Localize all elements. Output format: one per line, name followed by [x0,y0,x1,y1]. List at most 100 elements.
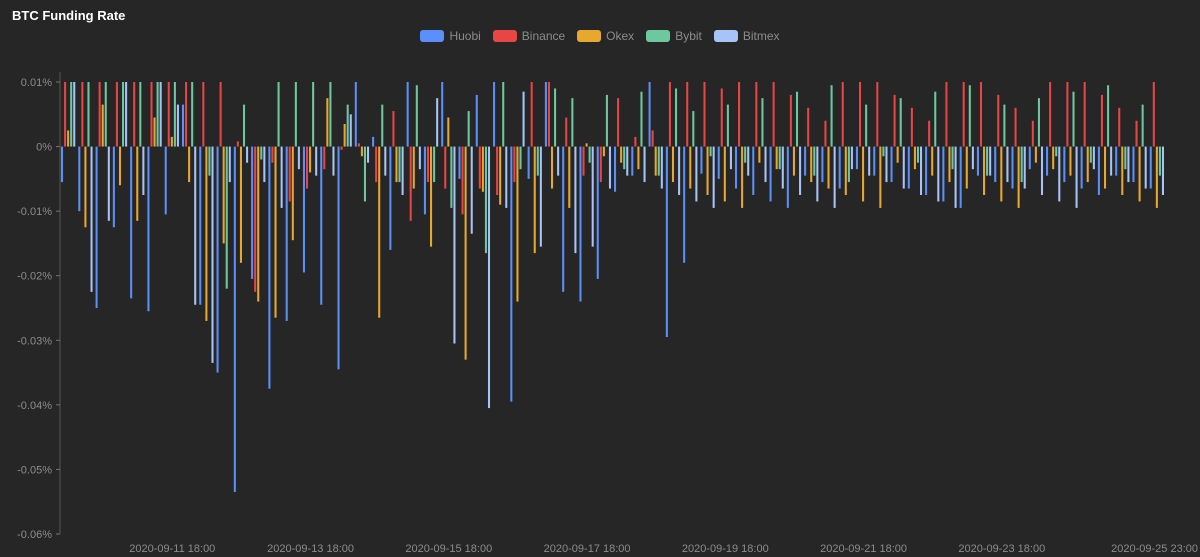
bar-binance[interactable] [323,146,326,170]
bar-bybit[interactable] [277,82,280,147]
bar-huobi[interactable] [527,146,530,179]
bar-bitmex[interactable] [211,146,214,363]
bar-bitmex[interactable] [176,104,179,147]
bar-okex[interactable] [309,146,312,173]
bar-okex[interactable] [136,146,139,221]
bar-okex[interactable] [671,146,675,183]
bar-okex[interactable] [516,146,519,302]
bar-okex[interactable] [654,146,657,176]
bar-binance[interactable] [841,82,844,147]
bar-binance[interactable] [945,82,948,147]
bar-huobi[interactable] [372,136,375,147]
bar-bitmex[interactable] [349,114,352,147]
bar-binance[interactable] [288,146,291,202]
bar-binance[interactable] [789,94,792,147]
bar-bitmex[interactable] [384,146,387,176]
bar-huobi[interactable] [493,82,496,147]
bar-okex[interactable] [343,123,346,147]
bar-binance[interactable] [115,82,118,147]
bar-bitmex[interactable] [1144,146,1147,189]
bar-bitmex[interactable] [1075,146,1078,208]
bar-huobi[interactable] [423,146,426,215]
bar-bitmex[interactable] [246,146,249,163]
bar-binance[interactable] [703,82,706,147]
bar-okex[interactable] [965,146,968,189]
bar-bybit[interactable] [640,91,643,147]
bar-binance[interactable] [167,82,170,147]
bar-bitmex[interactable] [764,146,767,183]
bar-binance[interactable] [807,107,810,147]
legend-item-binance[interactable]: Binance [492,29,565,43]
bar-okex[interactable] [689,146,692,189]
bar-binance[interactable] [547,82,550,147]
bar-huobi[interactable] [976,146,979,176]
bar-binance[interactable] [772,82,775,147]
bar-bitmex[interactable] [125,82,128,147]
bar-bybit[interactable] [294,82,297,147]
bar-huobi[interactable] [1132,146,1135,183]
bar-bybit[interactable] [450,146,453,208]
bar-huobi[interactable] [1028,146,1031,170]
bar-bybit[interactable] [346,104,349,147]
bar-binance[interactable] [496,146,499,195]
bar-huobi[interactable] [78,146,81,212]
bar-bitmex[interactable] [920,146,923,195]
bar-binance[interactable] [634,136,637,147]
bar-binance[interactable] [979,82,983,147]
bar-bitmex[interactable] [401,146,404,195]
bar-okex[interactable] [758,146,761,163]
bar-bybit[interactable] [502,82,505,147]
bar-bitmex[interactable] [194,146,197,305]
bar-huobi[interactable] [890,146,893,183]
bar-okex[interactable] [568,146,571,208]
bar-binance[interactable] [81,82,84,147]
bar-huobi[interactable] [907,146,910,189]
bar-bybit[interactable] [709,146,712,157]
bar-binance[interactable] [738,82,741,147]
bar-bybit[interactable] [916,146,920,163]
bar-bybit[interactable] [675,88,678,147]
bar-bitmex[interactable] [971,146,974,170]
bar-huobi[interactable] [1115,146,1118,176]
bar-okex[interactable] [706,146,709,195]
bar-okex[interactable] [464,146,467,360]
bar-okex[interactable] [931,146,934,176]
bar-binance[interactable] [599,146,602,183]
bar-bitmex[interactable] [747,146,750,176]
bar-okex[interactable] [913,146,916,170]
bar-bitmex[interactable] [297,146,300,170]
bar-huobi[interactable] [61,146,64,183]
bar-binance[interactable] [582,146,585,176]
bar-bitmex[interactable] [367,146,370,163]
bar-bitmex[interactable] [868,146,871,176]
bar-binance[interactable] [928,120,931,147]
bar-bitmex[interactable] [1006,146,1009,183]
bar-binance[interactable] [271,146,274,163]
bar-bitmex[interactable] [678,146,681,195]
bar-bitmex[interactable] [1023,146,1026,189]
bar-okex[interactable] [67,130,70,147]
bar-okex[interactable] [412,146,415,189]
bar-bybit[interactable] [951,146,954,170]
bar-bitmex[interactable] [833,146,836,208]
bar-okex[interactable] [1121,146,1124,195]
bar-huobi[interactable] [285,146,288,321]
bar-okex[interactable] [879,146,882,208]
bar-bybit[interactable] [415,85,418,147]
bar-okex[interactable] [447,117,450,147]
bar-binance[interactable] [340,146,343,150]
bar-okex[interactable] [239,146,242,263]
bar-bybit[interactable] [899,98,902,147]
bar-bybit[interactable] [260,146,263,160]
bar-bitmex[interactable] [522,91,525,147]
bar-bitmex[interactable] [1092,146,1095,170]
bar-bitmex[interactable] [263,146,266,183]
bar-bybit[interactable] [191,82,194,147]
bar-bitmex[interactable] [557,146,560,176]
bar-huobi[interactable] [216,146,219,373]
bar-binance[interactable] [668,82,671,147]
bar-bybit[interactable] [1141,104,1144,147]
bar-bybit[interactable] [830,85,833,147]
bar-bybit[interactable] [968,85,971,147]
bar-huobi[interactable] [769,146,772,202]
